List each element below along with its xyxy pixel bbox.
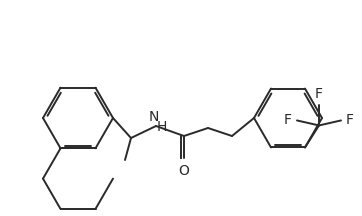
Text: F: F (346, 113, 354, 127)
Text: F: F (315, 87, 323, 102)
Text: N: N (149, 110, 159, 124)
Text: F: F (284, 113, 292, 127)
Text: H: H (157, 120, 167, 134)
Text: O: O (178, 164, 189, 178)
